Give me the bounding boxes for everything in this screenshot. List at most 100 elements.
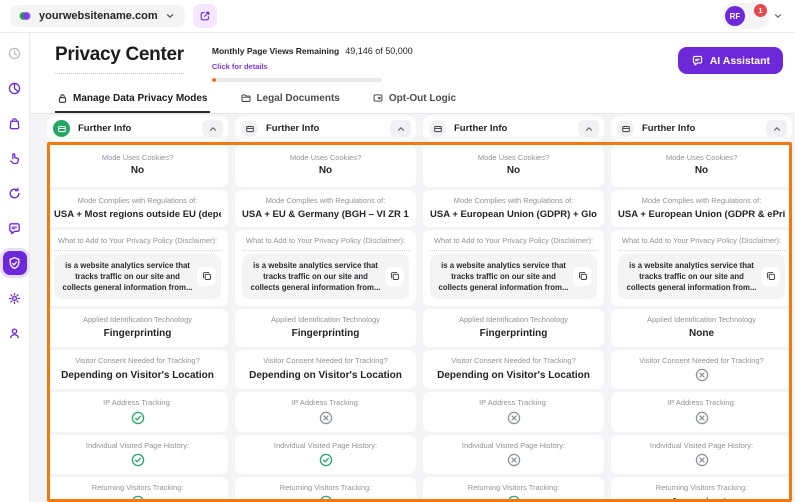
external-link-icon: [200, 11, 209, 21]
row-identification-technology: Applied Identification Technology None: [611, 309, 792, 347]
row-value: USA + European Union (GDPR) + Globally: [430, 208, 597, 220]
sidebar-item-analytics[interactable]: [3, 76, 27, 100]
ai-assistant-button[interactable]: AI Assistant: [677, 47, 783, 74]
row-value: No: [694, 165, 709, 177]
site-favicon-icon: [19, 12, 31, 20]
row-label: IP Address Tracking:: [479, 398, 548, 408]
row-returning-visitors-tracking: Returning Visitors Tracking:: [47, 476, 228, 502]
copy-policy-button[interactable]: [761, 266, 780, 286]
tracking-status: [131, 495, 145, 502]
tracking-status: [507, 411, 521, 425]
account-pill: RF 1: [721, 3, 769, 29]
tracking-status: [507, 495, 521, 502]
row-visitor-consent: Visitor Consent Needed for Tracking? Dep…: [235, 349, 416, 390]
row-privacy-policy-disclaimer: What to Add to Your Privacy Policy (Disc…: [611, 230, 792, 307]
row-label: Mode Complies with Regulations of:: [77, 196, 198, 206]
quota-value: 49,146 of 50,000: [345, 46, 413, 56]
row-page-history-tracking: Individual Visited Page History:: [235, 434, 416, 474]
policy-text-box: is a website analytics service that trac…: [54, 253, 221, 300]
row-label: Individual Visited Page History:: [461, 440, 566, 450]
row-label: Individual Visited Page History:: [85, 440, 190, 450]
row-regulations: Mode Complies with Regulations of: USA +…: [611, 190, 792, 228]
row-value: USA + EU & Germany (BGH – VI ZR 135/1...: [242, 208, 409, 220]
site-name: yourwebsitename.com: [39, 10, 158, 22]
row-returning-visitors-tracking: Returning Visitors Tracking: Approximate: [611, 476, 792, 502]
settings-gear-icon: [8, 292, 21, 304]
tab-label: Opt-Out Logic: [388, 92, 457, 104]
tab-legal-documents[interactable]: Legal Documents: [238, 88, 342, 113]
chevron-up-icon: [585, 126, 592, 131]
row-label: Returning Visitors Tracking:: [655, 482, 748, 492]
clock-icon: [8, 47, 21, 59]
row-label: Mode Uses Cookies?: [101, 153, 174, 162]
row-label: Mode Uses Cookies?: [665, 153, 738, 162]
collapse-column-button[interactable]: [390, 120, 411, 137]
row-ip-address-tracking: IP Address Tracking:: [235, 392, 416, 432]
quota-details-link[interactable]: Click for details: [211, 62, 268, 71]
row-page-history-tracking: Individual Visited Page History:: [47, 434, 228, 474]
row-mode-uses-cookies: Mode Uses Cookies? No: [423, 144, 604, 188]
tracking-status: Approximate: [671, 495, 732, 502]
row-visitor-consent: Visitor Consent Needed for Tracking? Dep…: [47, 349, 228, 390]
row-returning-visitors-tracking: Returning Visitors Tracking:: [235, 476, 416, 502]
row-privacy-policy-disclaimer: What to Add to Your Privacy Policy (Disc…: [235, 230, 416, 307]
row-value: None: [689, 327, 714, 339]
collapse-column-button[interactable]: [202, 120, 223, 137]
chat-icon: [9, 222, 20, 234]
copy-policy-button[interactable]: [197, 266, 216, 286]
sidebar-item-clock[interactable]: [3, 41, 27, 65]
row-visitor-consent: Visitor Consent Needed for Tracking? Dep…: [423, 349, 604, 390]
row-label: Applied Identification Technology: [270, 315, 381, 325]
row-page-history-tracking: Individual Visited Page History:: [611, 434, 792, 474]
sidebar-item-behavior[interactable]: [3, 146, 27, 170]
row-value: Fingerprinting: [291, 327, 360, 339]
sidebar-item-conversions[interactable]: [3, 111, 27, 135]
tab-manage-data-privacy-modes[interactable]: Manage Data Privacy Modes: [55, 88, 210, 113]
sidebar-item-settings[interactable]: [3, 286, 27, 310]
site-switcher[interactable]: yourwebsitename.com: [10, 5, 185, 27]
copy-policy-button[interactable]: [573, 266, 592, 286]
chevron-up-icon: [397, 126, 404, 131]
sidebar-item-privacy[interactable]: [2, 251, 27, 275]
copy-policy-button[interactable]: [385, 266, 404, 286]
mode-icon: [53, 120, 70, 137]
tracking-status: [131, 411, 145, 425]
mode-icon: [241, 120, 258, 137]
tab-opt-out-logic[interactable]: Opt-Out Logic: [370, 88, 458, 113]
row-label: Applied Identification Technology: [458, 315, 569, 325]
topbar: yourwebsitename.com RF 1: [0, 0, 795, 33]
quota-progress-bar: [211, 78, 382, 82]
row-label: Visitor Consent Needed for Tracking?: [639, 355, 764, 365]
row-label: Returning Visitors Tracking:: [279, 482, 372, 492]
row-returning-visitors-tracking: Returning Visitors Tracking:: [423, 476, 604, 502]
sidebar: [0, 33, 30, 502]
open-site-button[interactable]: [192, 4, 217, 28]
policy-text-box: is a website analytics service that trac…: [242, 253, 409, 300]
privacy-shield-icon: [9, 256, 20, 269]
sidebar-item-automation[interactable]: [3, 181, 27, 205]
notification-badge: 1: [754, 4, 767, 17]
row-mode-uses-cookies: Mode Uses Cookies? No: [235, 144, 416, 188]
collapse-column-button[interactable]: [766, 120, 787, 137]
further-info-title: Further Info: [642, 123, 696, 134]
sidebar-item-visitors[interactable]: [3, 321, 27, 345]
row-value: Fingerprinting: [103, 327, 172, 339]
row-ip-address-tracking: IP Address Tracking:: [47, 392, 228, 432]
chat-icon: [692, 55, 702, 66]
opt-out-icon: [373, 94, 383, 102]
chevron-down-icon: [774, 14, 782, 18]
mode-column: Further Info Mode Uses Cookies? No Mode …: [235, 116, 416, 502]
row-label: What to Add to Your Privacy Policy (Disc…: [618, 236, 785, 251]
copy-icon: [390, 272, 399, 281]
tracking-status: [507, 453, 521, 467]
avatar: RF: [725, 6, 745, 26]
tracking-status: [695, 411, 709, 425]
modes-comparison-area: Further Info Mode Uses Cookies? No Mode …: [30, 114, 795, 502]
row-value: No: [130, 165, 145, 177]
collapse-column-button[interactable]: [578, 120, 599, 137]
ai-assistant-label: AI Assistant: [709, 54, 770, 67]
sidebar-item-feedback[interactable]: [3, 216, 27, 240]
row-label: Visitor Consent Needed for Tracking?: [451, 355, 576, 365]
tracking-status: [131, 453, 145, 467]
account-menu[interactable]: RF 1: [721, 3, 783, 29]
